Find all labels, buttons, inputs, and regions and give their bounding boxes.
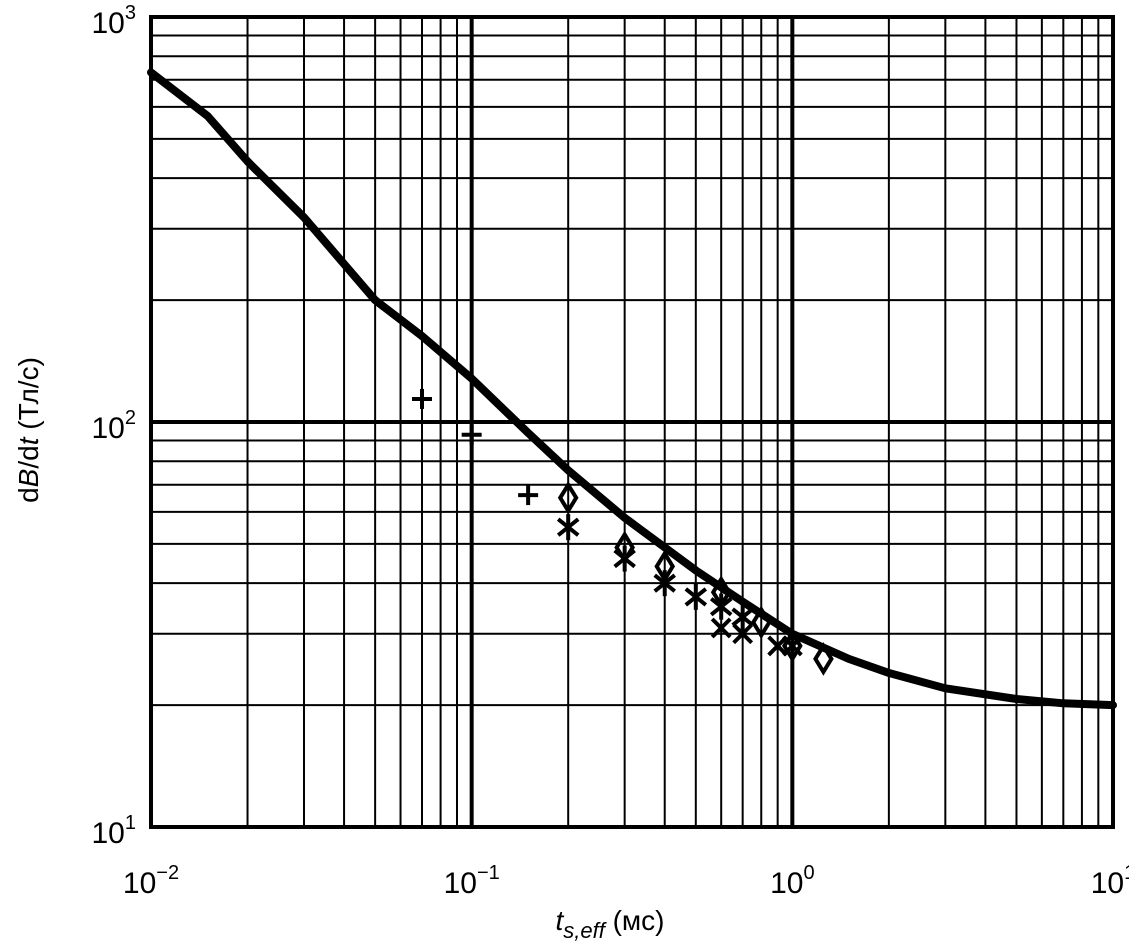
y-tick-label: 102 xyxy=(92,407,137,445)
y-axis-label-unit: (Тл/с) xyxy=(13,357,44,430)
data-point-asterisk xyxy=(653,570,676,597)
y-tick-label: 101 xyxy=(92,812,137,850)
fit-curve-line xyxy=(147,68,1117,710)
x-axis-label-subscript: s,eff xyxy=(563,918,607,943)
y-tick-labels: 101 102 103 xyxy=(92,2,137,850)
data-point-plus xyxy=(518,485,539,506)
x-tick-label: 10−1 xyxy=(444,862,500,900)
grid-lines xyxy=(149,17,1113,829)
y-axis-label-prefix: d xyxy=(13,487,44,503)
plot-frame xyxy=(149,15,1115,829)
data-point-cross xyxy=(710,617,732,639)
x-tick-label: 101 xyxy=(1091,862,1129,900)
x-tick-label: 10−2 xyxy=(123,862,179,900)
data-point-plus xyxy=(461,424,482,445)
y-tick-label: 103 xyxy=(92,2,137,40)
data-point-asterisk xyxy=(709,593,733,620)
data-point-diamond xyxy=(557,480,579,515)
fit-curve xyxy=(147,68,1117,710)
y-axis-label-var1: B xyxy=(13,469,44,488)
x-tick-label: 100 xyxy=(770,862,815,900)
data-point-asterisk xyxy=(731,604,754,631)
x-axis-label-base: t xyxy=(555,905,564,936)
y-axis-label-mid: /d xyxy=(13,445,44,468)
data-point-cross xyxy=(732,623,754,645)
x-tick-labels: 10−2 10−1 100 101 xyxy=(123,862,1129,900)
data-point-asterisk xyxy=(684,583,708,610)
data-point-diamond xyxy=(750,605,772,640)
data-points xyxy=(411,388,834,676)
y-axis-label-var2: t xyxy=(13,436,44,445)
data-point-diamond xyxy=(813,642,834,676)
y-axis-label: dB/dt (Тл/с) xyxy=(13,357,44,503)
data-point-asterisk xyxy=(556,514,580,541)
data-point-plus xyxy=(411,388,432,409)
x-axis-label-unit: (мс) xyxy=(613,905,665,936)
x-axis-label: ts,eff (мс) xyxy=(555,905,664,943)
data-point-asterisk xyxy=(613,545,636,572)
data-point-cross xyxy=(781,635,803,657)
